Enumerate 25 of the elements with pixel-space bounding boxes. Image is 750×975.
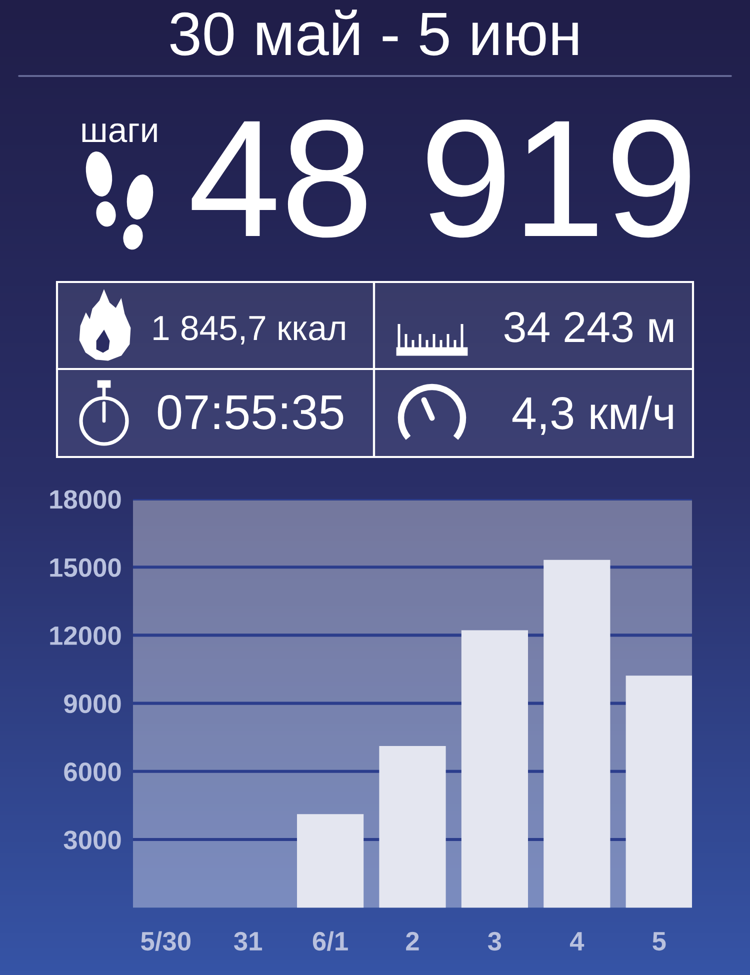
text: 48 919 (192, 120, 690, 238)
x-tick-label: 5 (652, 932, 666, 951)
x-tick-label: 4 (570, 932, 584, 950)
text: 34 243 м (504, 312, 674, 342)
y-tick-label: 15000 (50, 558, 121, 577)
x-tick-label: 2 (406, 932, 419, 950)
y-tick-label: 12000 (50, 626, 121, 646)
bar (379, 746, 446, 908)
bar (626, 676, 692, 908)
x-tick-label: 3 (488, 932, 502, 951)
x-tick-label: 31 (234, 932, 262, 951)
y-tick-label: 3000 (64, 830, 121, 850)
text: 1 845,7 ккал (154, 316, 345, 344)
y-tick-label: 18000 (50, 490, 121, 509)
text: 4,3 км/ч (512, 396, 673, 435)
x-tick-label: 6/1 (312, 931, 348, 951)
bar (296, 814, 364, 908)
text: 07:55:35 (158, 395, 344, 430)
y-tick-label: 6000 (64, 762, 121, 782)
x-tick-label: 5/30 (141, 931, 190, 951)
text: 30 май - 5 июн (170, 10, 578, 56)
y-tick-label: 9000 (64, 694, 121, 714)
bar (461, 630, 528, 908)
bar (544, 560, 610, 908)
text: шаги (82, 123, 157, 142)
